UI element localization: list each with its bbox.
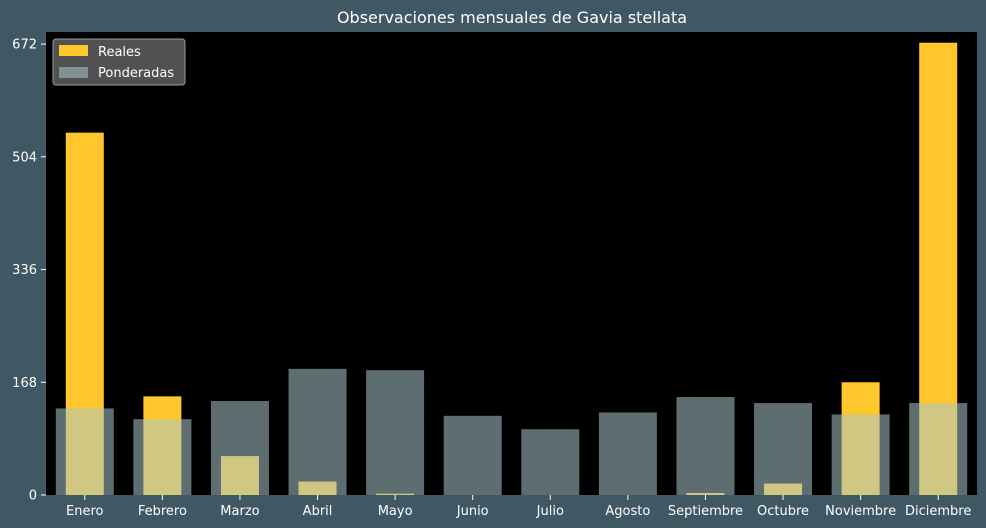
bar-ponderadas-abril	[288, 368, 347, 495]
bar-ponderadas-mayo	[366, 370, 425, 495]
y-tick-label: 672	[12, 38, 37, 53]
bar-ponderadas-octubre	[754, 403, 813, 495]
legend: Reales Ponderadas	[52, 38, 186, 86]
x-tick-label: Julio	[536, 504, 564, 519]
bar-ponderadas-agosto	[598, 412, 657, 495]
bar-ponderadas-enero	[55, 408, 114, 495]
x-tick-label: Enero	[66, 504, 104, 519]
x-tick-label: Abril	[303, 504, 333, 519]
bar-ponderadas-febrero	[133, 419, 192, 495]
x-tick-label: Noviembre	[825, 504, 896, 519]
y-tick-label: 336	[12, 263, 37, 278]
bar-ponderadas-diciembre	[909, 403, 968, 495]
bar-ponderadas-marzo	[210, 401, 269, 495]
y-tick-label: 168	[12, 376, 37, 391]
bar-ponderadas-septiembre	[676, 397, 735, 495]
x-tick-label: Mayo	[378, 504, 413, 519]
x-tick-label: Agosto	[605, 504, 650, 519]
ponderadas-series	[55, 368, 968, 495]
plot-area	[46, 32, 977, 495]
legend-swatch-ponderadas	[59, 67, 88, 78]
x-tick-label: Febrero	[138, 504, 187, 519]
x-tick-label: Marzo	[220, 504, 259, 519]
x-tick-label: Diciembre	[905, 504, 971, 519]
legend-label-reales: Reales	[98, 45, 141, 60]
x-tick-label: Junio	[456, 504, 489, 519]
y-tick-label: 504	[12, 150, 37, 165]
bar-ponderadas-noviembre	[831, 414, 890, 495]
legend-swatch-reales	[59, 45, 88, 56]
chart-title: Observaciones mensuales de Gavia stellat…	[337, 8, 687, 27]
bar-ponderadas-julio	[521, 429, 580, 495]
x-axis: Enero Febrero Marzo Abril Mayo Junio Julio Agos…	[66, 495, 971, 519]
x-tick-label: Septiembre	[668, 504, 743, 519]
bar-ponderadas-junio	[443, 415, 502, 495]
x-tick-label: Octubre	[757, 504, 809, 519]
legend-label-ponderadas: Ponderadas	[98, 66, 174, 81]
y-axis: 0 168 336 504 672	[12, 38, 46, 504]
y-tick-label: 0	[29, 489, 37, 504]
